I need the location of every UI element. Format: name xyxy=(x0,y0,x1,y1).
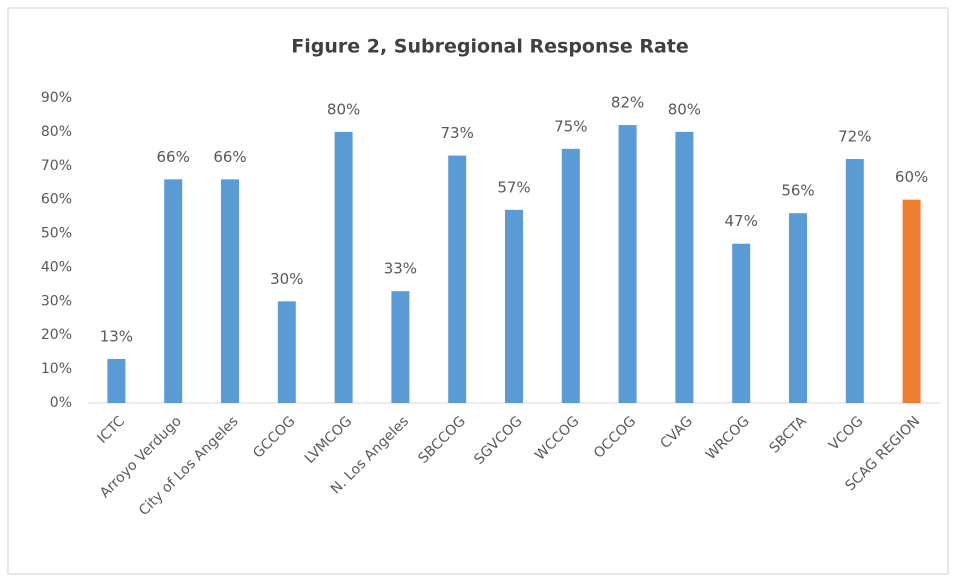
y-tick-label: 70% xyxy=(41,158,72,174)
y-tick-label: 90% xyxy=(41,90,72,106)
bar xyxy=(675,131,694,403)
value-label: 75% xyxy=(554,117,587,135)
chart-title: Figure 2, Subregional Response Rate xyxy=(291,36,689,58)
y-tick-label: 30% xyxy=(41,293,72,309)
value-label: 72% xyxy=(838,128,871,146)
bar xyxy=(561,148,580,403)
bar xyxy=(505,209,523,403)
y-tick-label: 60% xyxy=(41,192,72,208)
y-tick-label: 0% xyxy=(50,395,72,411)
value-label: 73% xyxy=(441,124,474,142)
bar xyxy=(448,155,467,403)
bar xyxy=(221,179,239,403)
bar xyxy=(845,159,864,403)
y-tick-label: 20% xyxy=(41,327,72,343)
bar xyxy=(277,301,296,403)
value-label: 33% xyxy=(384,260,417,278)
bar xyxy=(789,213,807,403)
value-label: 13% xyxy=(100,327,133,345)
bar xyxy=(391,291,410,403)
y-tick-label: 10% xyxy=(41,361,72,377)
value-label: 57% xyxy=(497,178,530,196)
value-label: 30% xyxy=(270,270,303,288)
bar xyxy=(618,125,637,403)
y-tick-label: 50% xyxy=(41,226,72,242)
value-label: 82% xyxy=(611,94,644,112)
value-label: 66% xyxy=(157,148,190,166)
y-tick-label: 40% xyxy=(41,259,72,275)
value-label: 66% xyxy=(213,148,246,166)
value-label: 47% xyxy=(725,212,758,230)
value-label: 80% xyxy=(668,100,701,118)
bar xyxy=(334,131,353,403)
bar xyxy=(902,199,921,403)
value-label: 56% xyxy=(781,182,814,200)
bar xyxy=(732,243,751,403)
bar xyxy=(107,358,126,403)
value-label: 60% xyxy=(895,168,928,186)
bar xyxy=(164,179,183,403)
y-tick-label: 80% xyxy=(41,124,72,140)
value-label: 80% xyxy=(327,100,360,118)
